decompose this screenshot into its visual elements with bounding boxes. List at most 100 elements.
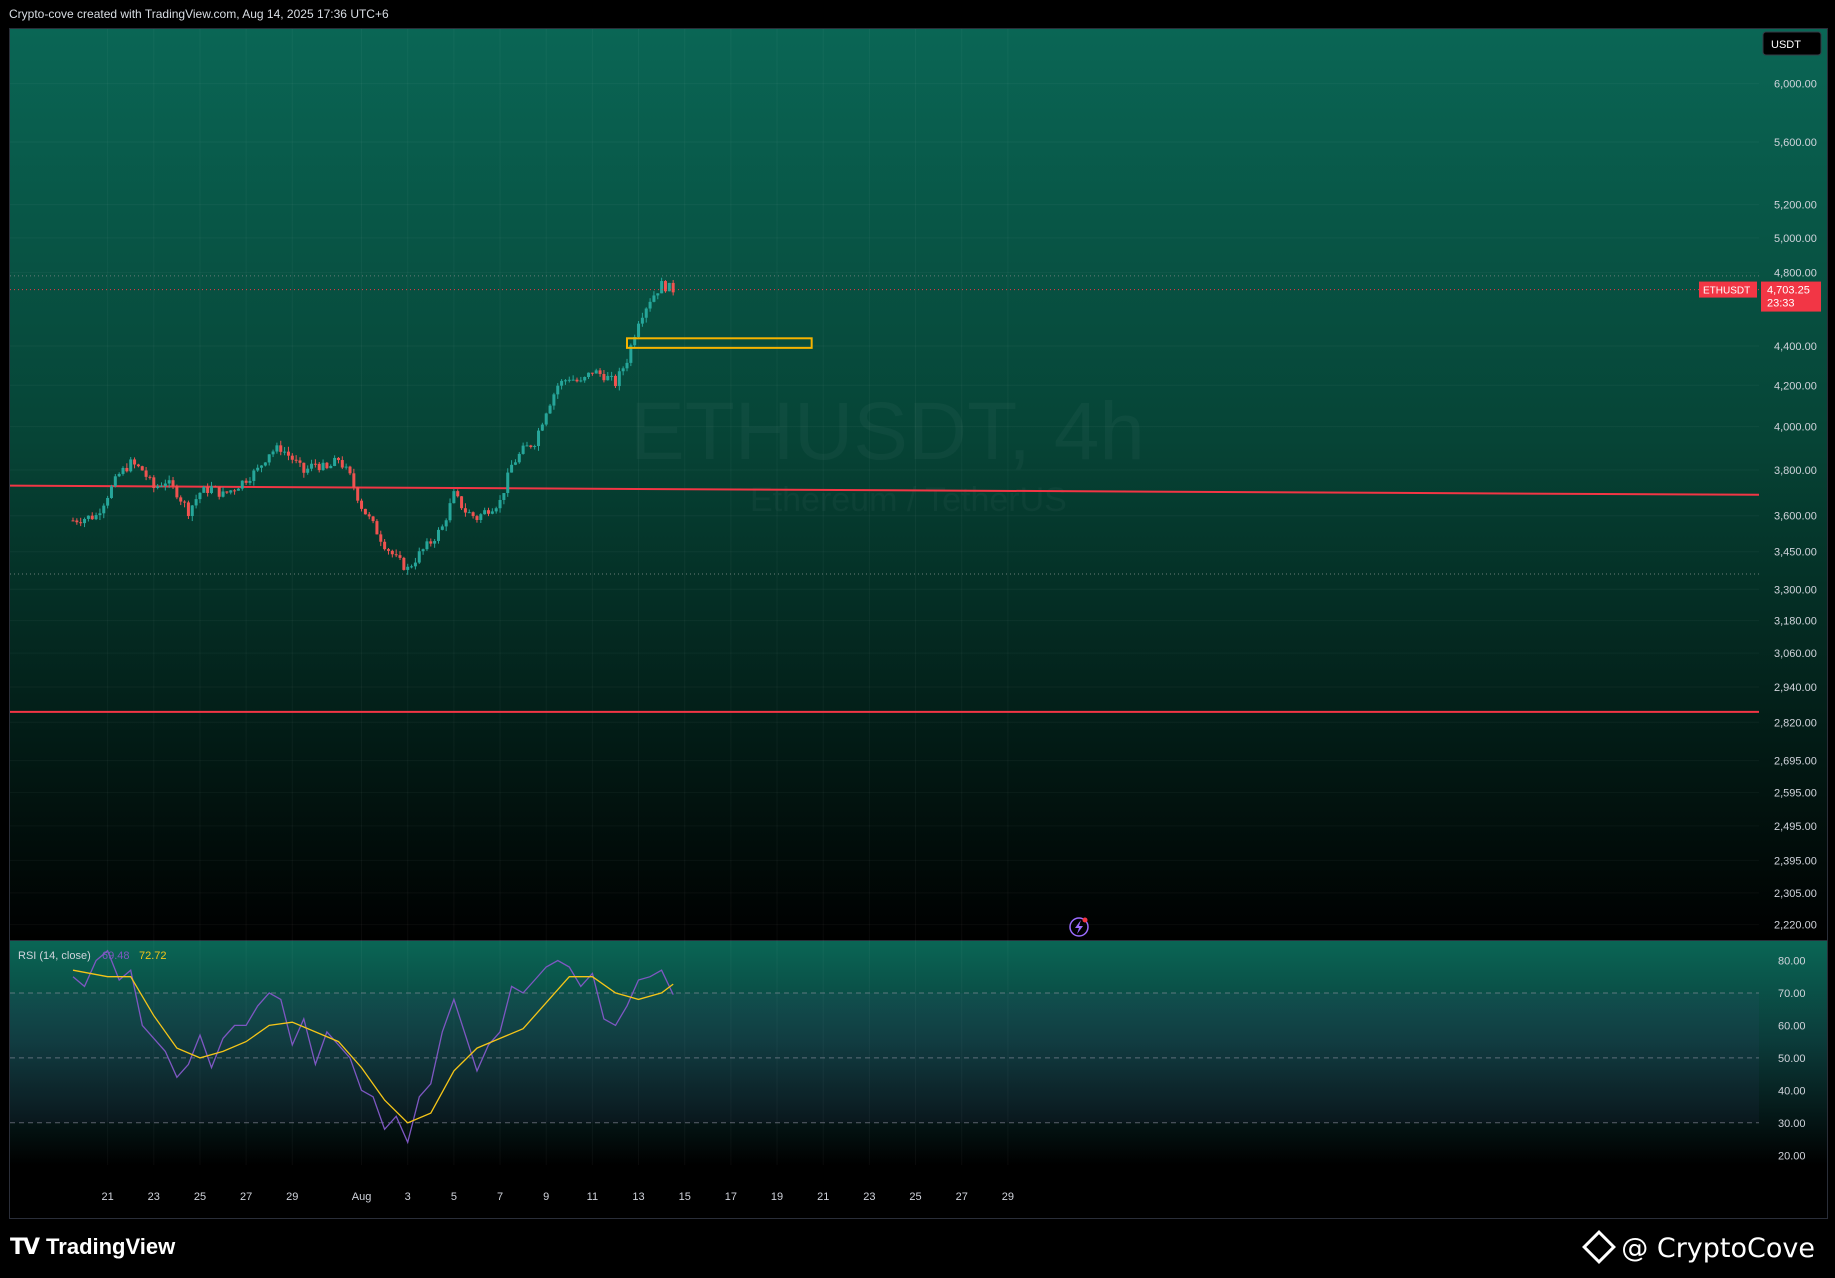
candle bbox=[159, 482, 163, 488]
candle-body bbox=[398, 555, 402, 558]
candle bbox=[286, 446, 290, 461]
candle-body bbox=[190, 505, 194, 517]
price-tick-label: 2,820.00 bbox=[1774, 717, 1817, 729]
candle-body bbox=[513, 462, 517, 465]
candle-body bbox=[340, 460, 344, 468]
candle-body bbox=[102, 505, 106, 514]
candle-body bbox=[552, 394, 556, 406]
tradingview-logo[interactable]: 𝗧𝗩 TradingView bbox=[10, 1232, 175, 1262]
candle-body bbox=[652, 295, 656, 302]
price-tick-label: 4,000.00 bbox=[1774, 422, 1817, 434]
candle-body bbox=[375, 521, 379, 535]
candle bbox=[471, 511, 475, 519]
candle bbox=[152, 475, 156, 493]
candle-body bbox=[671, 282, 675, 293]
candle-body bbox=[221, 491, 225, 497]
candle-body bbox=[333, 457, 337, 466]
candle bbox=[640, 312, 644, 327]
candle bbox=[86, 515, 90, 522]
demand-zone-rectangle[interactable] bbox=[626, 337, 813, 349]
candle-body bbox=[79, 522, 83, 524]
candle bbox=[417, 547, 421, 564]
time-tick-label: Aug bbox=[352, 1191, 372, 1203]
candle bbox=[506, 468, 510, 497]
candle-body bbox=[206, 486, 210, 493]
author-handle: @ CryptoCove bbox=[1621, 1233, 1815, 1264]
chart-svg[interactable]: ETHUSDT, 4h Ethereum / TetherUS RSI (14,… bbox=[10, 29, 1827, 1218]
candle bbox=[644, 307, 648, 323]
candle-body bbox=[617, 371, 621, 387]
candle bbox=[217, 486, 221, 500]
symbol-watermark: ETHUSDT, 4h bbox=[630, 386, 1145, 477]
candle-body bbox=[667, 282, 671, 292]
candle bbox=[571, 375, 575, 381]
rsi-tick-label: 80.00 bbox=[1778, 955, 1806, 967]
candle-body bbox=[475, 516, 479, 520]
candle bbox=[510, 460, 514, 473]
candle-body bbox=[463, 508, 467, 513]
candle-body bbox=[294, 459, 298, 461]
price-tick-label: 2,395.00 bbox=[1774, 855, 1817, 867]
time-axis[interactable]: 21 23 25 27 29 Aug 3 5 7 9 11 13 15 17 19 21 23 25 27 29 bbox=[102, 1191, 1015, 1203]
chart-container[interactable]: ETHUSDT, 4h Ethereum / TetherUS RSI (14,… bbox=[9, 28, 1828, 1219]
candle-body bbox=[144, 470, 148, 477]
candle-body bbox=[487, 510, 490, 514]
candle bbox=[90, 512, 94, 520]
candle bbox=[144, 467, 148, 481]
candle bbox=[598, 368, 602, 377]
candle-body bbox=[279, 445, 283, 452]
description-watermark: Ethereum / TetherUS bbox=[750, 481, 1067, 519]
footer-bar: 𝗧𝗩 TradingView @ CryptoCove bbox=[0, 1218, 1835, 1278]
candle-body bbox=[640, 317, 644, 324]
candle-body bbox=[594, 370, 598, 374]
binance-diamond-icon bbox=[1582, 1230, 1617, 1264]
candle bbox=[348, 465, 352, 476]
lightning-icon[interactable] bbox=[1069, 917, 1089, 937]
candle bbox=[102, 503, 106, 519]
candle bbox=[294, 455, 298, 464]
time-tick-label: 23 bbox=[148, 1191, 160, 1203]
candle-body bbox=[563, 380, 567, 382]
candle bbox=[648, 298, 652, 312]
currency-badge[interactable]: USDT bbox=[1762, 31, 1822, 56]
candle-body bbox=[98, 513, 102, 516]
candle-body bbox=[633, 336, 637, 346]
candle bbox=[379, 530, 383, 547]
rsi-title[interactable]: RSI (14, close) bbox=[18, 950, 91, 962]
time-tick-label: 21 bbox=[102, 1191, 114, 1203]
candle bbox=[248, 477, 252, 486]
candle-body bbox=[186, 502, 190, 517]
candle-body bbox=[587, 372, 591, 377]
candle-body bbox=[348, 466, 352, 474]
candle-body bbox=[502, 493, 506, 500]
price-tick-label: 2,595.00 bbox=[1774, 788, 1817, 800]
candle-body bbox=[256, 467, 260, 471]
candle-body bbox=[129, 459, 133, 472]
candle bbox=[71, 517, 75, 522]
currency-label: USDT bbox=[1771, 39, 1801, 51]
author-watermark: @ CryptoCove bbox=[1582, 1230, 1815, 1266]
candle bbox=[371, 515, 375, 524]
candle-body bbox=[148, 476, 152, 478]
candle-body bbox=[325, 462, 329, 469]
candle bbox=[517, 452, 521, 464]
candle bbox=[263, 462, 267, 467]
horizontal-lines[interactable] bbox=[10, 275, 1760, 713]
candle-body bbox=[494, 508, 498, 512]
time-tick-label: 27 bbox=[956, 1191, 968, 1203]
candle bbox=[433, 538, 437, 548]
candle-body bbox=[440, 526, 444, 530]
candle-body bbox=[460, 496, 464, 509]
price-axis[interactable]: 6,000.00 5,600.00 5,200.00 5,000.00 4,800.00… bbox=[1774, 79, 1817, 932]
candle bbox=[533, 444, 537, 450]
candle bbox=[240, 480, 244, 491]
candle-body bbox=[663, 281, 667, 292]
candle bbox=[340, 456, 344, 470]
candle-body bbox=[383, 541, 387, 550]
candle-body bbox=[248, 480, 252, 483]
time-tick-label: 13 bbox=[632, 1191, 644, 1203]
candle bbox=[329, 464, 333, 469]
rsi-tick-label: 30.00 bbox=[1778, 1118, 1806, 1130]
candle bbox=[321, 459, 325, 471]
candle bbox=[521, 442, 525, 455]
